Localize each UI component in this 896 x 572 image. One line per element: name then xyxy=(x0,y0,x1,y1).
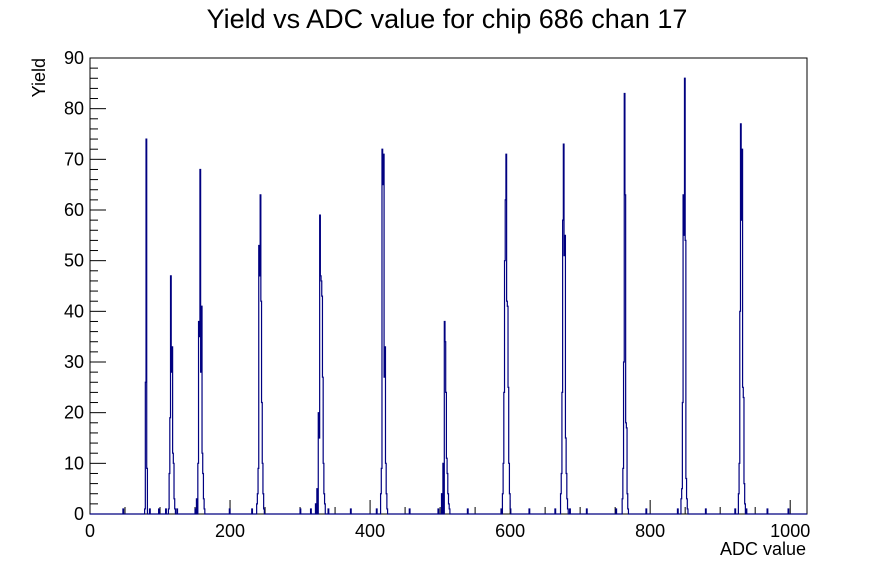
y-tick-label: 60 xyxy=(64,200,84,220)
x-tick-label: 800 xyxy=(635,521,665,541)
y-tick-label: 30 xyxy=(64,352,84,372)
x-tick-label: 200 xyxy=(215,521,245,541)
x-tick-label: 0 xyxy=(85,521,95,541)
chart-title: Yield vs ADC value for chip 686 chan 17 xyxy=(207,4,688,34)
histogram-line xyxy=(90,77,807,515)
y-axis-label: Yield xyxy=(29,58,49,97)
y-tick-label: 70 xyxy=(64,149,84,169)
y-axis: 0 10 20 30 40 50 60 70 80 90 xyxy=(64,48,106,524)
x-axis-label: ADC value xyxy=(720,539,806,559)
y-tick-label: 40 xyxy=(64,301,84,321)
y-tick-label: 80 xyxy=(64,99,84,119)
y-tick-label: 0 xyxy=(74,504,84,524)
x-tick-label: 600 xyxy=(495,521,525,541)
y-tick-label: 20 xyxy=(64,403,84,423)
x-tick-label: 400 xyxy=(355,521,385,541)
x-tick-label: 1000 xyxy=(770,521,810,541)
y-tick-label: 50 xyxy=(64,251,84,271)
x-axis: 0 200 400 600 800 1000 xyxy=(85,500,810,541)
y-tick-label: 10 xyxy=(64,453,84,473)
y-tick-label: 90 xyxy=(64,48,84,68)
plot-frame xyxy=(89,57,808,515)
